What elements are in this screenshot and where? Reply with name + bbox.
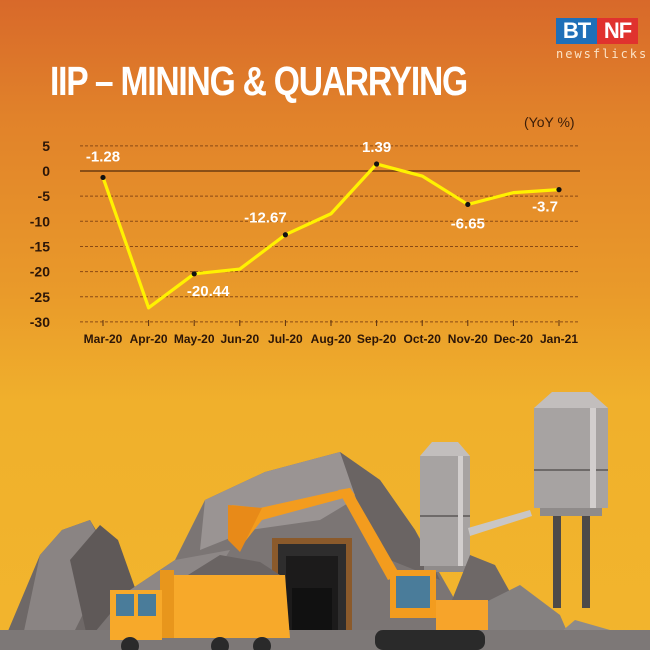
data-labels: -1.28 -20.44 -12.67 1.39 -6.65 -3.7 [86,139,558,300]
x-tick-label: Nov-20 [448,332,488,346]
x-tick-label: Jul-20 [268,332,303,346]
x-tick-label: Apr-20 [130,332,168,346]
data-value-label: -20.44 [187,283,230,300]
data-points [100,161,562,277]
data-value-label: -6.65 [451,215,485,232]
data-value-label: -1.28 [86,148,120,165]
x-tick-label: Sep-20 [357,332,397,346]
data-point-marker [100,174,106,181]
y-tick-label: -5 [38,188,51,204]
x-tick-label: Jan-21 [540,332,578,346]
logo-box: BT NF [556,18,638,44]
line-chart: 5 0 -5 -10 -15 -20 -25 -30 Mar-20 Apr-20 May-20 Ju… [30,138,580,346]
y-tick-label: -30 [30,314,50,330]
dump-truck [110,555,290,650]
x-tick-label: Dec-20 [494,332,534,346]
data-point-marker [282,232,288,238]
mining-illustration [0,392,650,650]
x-tick-label: Oct-20 [404,332,442,346]
ground [0,630,650,650]
y-tick-label: 0 [42,163,50,179]
y-tick-label: -25 [30,289,50,305]
data-point-marker [556,187,562,193]
conveyor-belt [468,510,532,536]
x-tick-label: Jun-20 [220,332,259,346]
silo-left [420,442,470,572]
y-tick-label: 5 [42,138,50,154]
x-tick-label: Mar-20 [84,332,123,346]
unit-label: (YoY %) [524,114,575,130]
silo-right [534,392,608,608]
logo-bt: BT [556,18,597,44]
x-tick-label: Aug-20 [311,332,352,346]
data-point-marker [374,161,380,167]
logo-nf: NF [597,18,638,44]
excavator [228,488,488,650]
data-point-marker [191,271,197,277]
y-tick-label: -15 [30,238,50,254]
btnf-logo: BT NF newsflicks [556,18,649,61]
chart-title: IIP – MINING & QUARRYING [50,58,468,104]
x-tick-label: May-20 [174,332,215,346]
y-tick-label: -20 [30,264,50,280]
data-point-marker [465,201,471,208]
data-value-label: 1.39 [362,139,391,156]
data-value-label: -3.7 [532,199,558,216]
data-line [101,162,560,310]
y-axis-ticks: 5 0 -5 -10 -15 -20 -25 -30 [30,138,50,330]
x-axis-ticks: Mar-20 Apr-20 May-20 Jun-20 Jul-20 Aug-20 Sep-… [84,320,578,346]
gridlines [80,145,580,323]
logo-subtitle: newsflicks [556,47,649,61]
data-value-label: -12.67 [244,210,287,227]
y-tick-label: -10 [30,213,50,229]
